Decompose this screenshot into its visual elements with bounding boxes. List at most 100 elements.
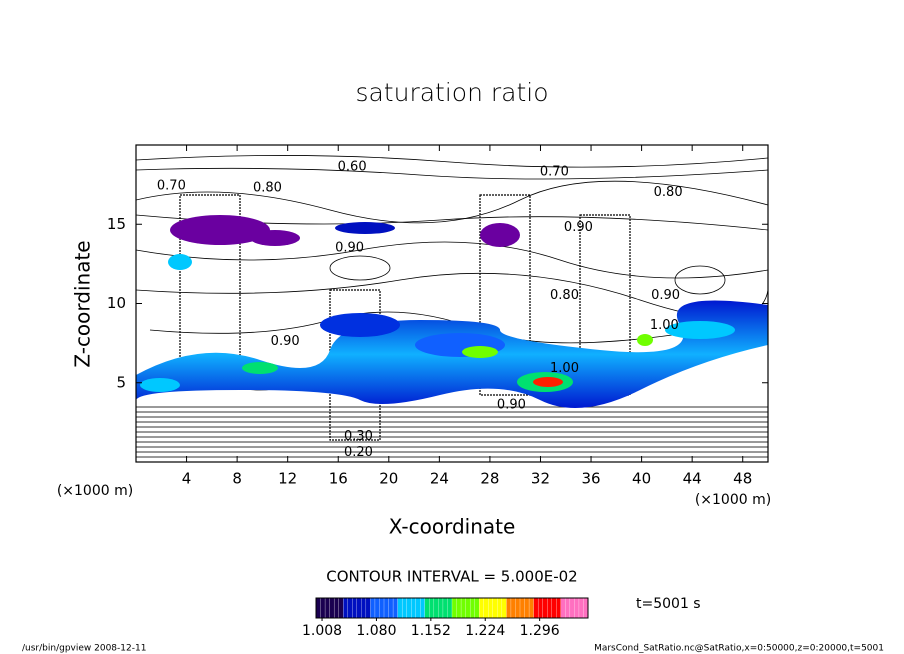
x-unit: (×1000 m) [695,492,771,508]
y-axis-label: Z-coordinate [71,240,95,367]
colorbar-cell [451,597,457,619]
colorbar-cell [388,597,394,619]
contour-interval: CONTOUR INTERVAL = 5.000E-02 [326,568,577,586]
colorbar-cell [551,597,557,619]
colorbar-cell [374,597,380,619]
colorbar-cell [501,597,507,619]
colorbar-cell [343,597,349,619]
contour-label: 0.90 [651,288,680,303]
contour-label: 0.20 [344,445,373,460]
colorbar-cell [479,597,485,619]
colorbar-cell [383,597,389,619]
colorbar-cell [329,597,335,619]
colorbar-cell [397,597,403,619]
colorbar-tick-label: 1.296 [520,623,560,639]
colorbar-cell [420,597,426,619]
colorbar-cell [424,597,430,619]
colorbar-cell [406,597,412,619]
colorbar-tick-label: 1.152 [411,623,451,639]
contour-label: 0.80 [550,288,579,303]
colorbar-cell [401,597,408,619]
x-tick-label: 20 [379,470,398,488]
x-tick-label: 24 [430,470,449,488]
contour-label: 0.80 [654,185,683,200]
x-tick-label: 32 [531,470,550,488]
contour-label: 0.70 [540,164,569,179]
colorbar-cell [415,597,421,619]
colorbar-cell [442,597,448,619]
colorbar-cell [338,597,344,619]
colorbar-cell [528,597,535,619]
colorbar-cell [497,597,503,619]
contour-label: 0.70 [157,179,186,194]
colorbar-cell [465,597,471,619]
x-tick-label: 40 [632,470,651,488]
colorbar-cell [356,597,362,619]
colorbar-cell [569,597,575,619]
colorbar-cell [429,597,435,619]
colorbar-cell [361,597,367,619]
contour-label: 1.00 [550,361,579,376]
colorbar-cell [333,597,340,619]
colorbar-cell [411,597,417,619]
colorbar-cell [460,597,467,619]
colorbar-cell [347,597,353,619]
colorbar-cell [315,597,321,619]
colorbar-tick-label: 1.008 [302,623,342,639]
colorbar-cell [492,597,498,619]
x-axis-label: X-coordinate [389,515,516,539]
colorbar-cell [556,597,562,619]
x-tick-label: 48 [733,470,752,488]
colorbar-cell [506,597,512,619]
colorbar-cell [510,597,516,619]
colorbar-cell [320,597,326,619]
footer-right: MarsCond_SatRatio.nc@SatRatio,x=0:50000,… [594,644,884,654]
x-tick-label: 4 [182,470,192,488]
x-tick-label: 8 [232,470,242,488]
colorbar-cell [483,597,489,619]
colorbar-cell [574,597,580,619]
contour-label: 0.60 [338,160,367,175]
colorbar-cell [438,597,444,619]
colorbar-cell [578,597,584,619]
colorbar-cell [365,597,371,619]
chart-title: saturation ratio [355,78,548,107]
y-unit: (×1000 m) [57,483,133,499]
colorbar-cell [519,597,525,619]
x-tick-label: 28 [480,470,499,488]
colorbar-cell [469,597,476,619]
colorbar-cell [560,597,566,619]
colorbar-frame [315,597,589,619]
contour-label: 0.30 [344,429,373,444]
colorbar-cell [433,597,439,619]
contour-label: 0.90 [271,334,300,349]
colorbar-cell [370,597,376,619]
contour-label: 1.00 [650,318,679,333]
contour-label: 0.80 [253,180,282,195]
colorbar-cell [515,597,521,619]
time-label: t=5001 s [636,596,701,612]
field [136,155,768,462]
colorbar-cell [542,597,548,619]
colorbar-cell [533,597,539,619]
x-tick-label: 36 [581,470,600,488]
colorbar-cell [379,597,385,619]
y-tick-label: 10 [107,294,126,312]
colorbar-cell [447,597,453,619]
colorbar-cell [524,597,530,619]
colorbar-cell [456,597,462,619]
colorbar-tick-label: 1.080 [356,623,396,639]
colorbar-cell [565,597,571,619]
x-tick-label: 16 [329,470,348,488]
x-tick-label: 44 [683,470,702,488]
footer-left: /usr/bin/gpview 2008-12-11 [22,644,146,654]
colorbar-cell [324,597,331,619]
colorbar-cell [392,597,399,619]
contour-label: 0.90 [564,220,593,235]
colorbar-cell [474,597,480,619]
y-tick-label: 15 [107,215,126,233]
contour-label: 0.90 [497,397,526,412]
colorbar-cell [547,597,553,619]
colorbar-tick-label: 1.224 [465,623,505,639]
